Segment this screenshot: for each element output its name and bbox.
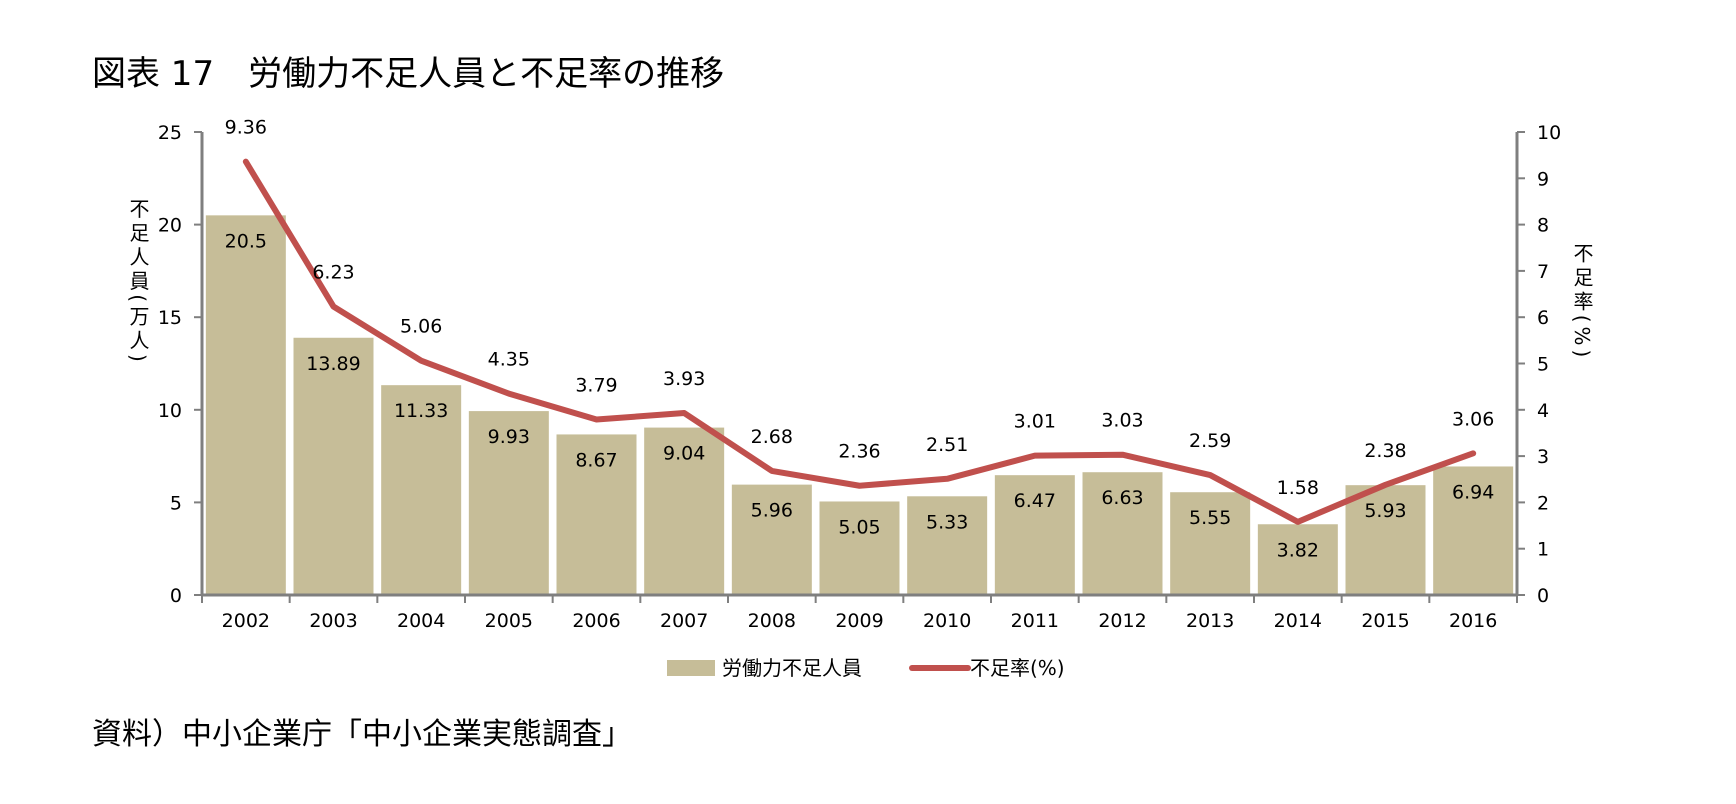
bar-value-label-2007: 9.04 — [663, 443, 705, 465]
left-tick-label-20: 20 — [158, 215, 182, 237]
bar-2008 — [731, 484, 812, 595]
right-tick-label-0: 0 — [1537, 585, 1549, 607]
legend-bar-label: 労働力不足人員 — [722, 656, 862, 680]
legend-line-label: 不足率(%) — [970, 656, 1065, 680]
bar-value-label-2006: 8.67 — [575, 449, 617, 471]
rate-value-label-2013: 2.59 — [1189, 430, 1231, 452]
left-tick-label-10: 10 — [158, 400, 182, 422]
bar-value-label-2016: 6.94 — [1452, 481, 1494, 503]
bar-value-label-2004: 11.33 — [394, 400, 448, 422]
bar-2002 — [205, 215, 286, 595]
x-tick-label-2011: 2011 — [1011, 610, 1059, 632]
bar-value-label-2011: 6.47 — [1014, 490, 1056, 512]
right-tick-label-10: 10 — [1537, 122, 1561, 144]
bar-2011 — [994, 475, 1075, 595]
left-tick-label-15: 15 — [158, 307, 182, 329]
bar-2003 — [293, 337, 374, 595]
legend-bar-swatch — [667, 660, 715, 676]
bar-value-label-2014: 3.82 — [1277, 539, 1319, 561]
rate-value-label-2011: 3.01 — [1014, 411, 1056, 433]
rate-value-label-2009: 2.36 — [838, 441, 880, 463]
rate-value-label-2012: 3.03 — [1101, 410, 1143, 432]
x-tick-label-2016: 2016 — [1449, 610, 1497, 632]
x-tick-label-2014: 2014 — [1274, 610, 1322, 632]
bar-2006 — [556, 434, 637, 595]
x-tick-label-2008: 2008 — [748, 610, 796, 632]
right-tick-label-2: 2 — [1537, 492, 1549, 514]
figure-title: 図表 17 労働力不足人員と不足率の推移 — [92, 54, 725, 94]
left-tick-label-25: 25 — [158, 122, 182, 144]
rate-value-label-2002: 9.36 — [225, 117, 267, 139]
right-tick-label-1: 1 — [1537, 539, 1549, 561]
right-tick-label-4: 4 — [1537, 400, 1549, 422]
bar-value-label-2005: 9.93 — [488, 426, 530, 448]
bar-2012 — [1082, 472, 1163, 595]
x-tick-label-2010: 2010 — [923, 610, 971, 632]
x-tick-label-2003: 2003 — [309, 610, 357, 632]
x-tick-label-2004: 2004 — [397, 610, 445, 632]
rate-value-label-2003: 6.23 — [312, 262, 354, 284]
rate-value-label-2008: 2.68 — [751, 426, 793, 448]
bar-value-label-2009: 5.05 — [838, 516, 880, 538]
left-tick-label-0: 0 — [170, 585, 182, 607]
bar-2016 — [1433, 466, 1514, 595]
rate-value-label-2007: 3.93 — [663, 368, 705, 390]
bar-2009 — [819, 501, 900, 595]
right-tick-label-3: 3 — [1537, 446, 1549, 468]
x-tick-label-2015: 2015 — [1361, 610, 1409, 632]
bar-value-label-2012: 6.63 — [1101, 487, 1143, 509]
x-tick-label-2012: 2012 — [1098, 610, 1146, 632]
bar-value-label-2002: 20.5 — [225, 230, 267, 252]
rate-value-label-2006: 3.79 — [575, 375, 617, 397]
bar-2013 — [1170, 492, 1251, 595]
left-axis-title: 不足人員(万人) — [126, 198, 150, 366]
source-note: 資料）中小企業庁「中小企業実態調査」 — [92, 717, 632, 752]
rate-value-label-2010: 2.51 — [926, 434, 968, 456]
bar-2015 — [1345, 485, 1426, 595]
rate-value-label-2015: 2.38 — [1364, 440, 1406, 462]
right-tick-label-9: 9 — [1537, 168, 1549, 190]
bar-value-label-2003: 13.89 — [306, 353, 360, 375]
x-tick-label-2002: 2002 — [222, 610, 270, 632]
rate-line — [242, 158, 1477, 525]
rate-value-label-2016: 3.06 — [1452, 408, 1494, 430]
bar-value-label-2015: 5.93 — [1364, 500, 1406, 522]
rate-value-label-2004: 5.06 — [400, 316, 442, 338]
right-tick-label-6: 6 — [1537, 307, 1549, 329]
x-tick-label-2009: 2009 — [835, 610, 883, 632]
bar-2010 — [907, 496, 988, 595]
x-tick-label-2007: 2007 — [660, 610, 708, 632]
x-tick-label-2006: 2006 — [572, 610, 620, 632]
bar-2005 — [468, 411, 549, 595]
rate-value-label-2014: 1.58 — [1277, 477, 1319, 499]
rate-value-label-2005: 4.35 — [488, 349, 530, 371]
right-tick-label-8: 8 — [1537, 215, 1549, 237]
right-axis-title: 不足率(%) — [1570, 243, 1594, 362]
bar-value-label-2008: 5.96 — [751, 500, 793, 522]
x-tick-label-2013: 2013 — [1186, 610, 1234, 632]
bar-2004 — [381, 385, 462, 595]
bar-2014 — [1257, 524, 1338, 595]
right-tick-label-7: 7 — [1537, 261, 1549, 283]
left-tick-label-5: 5 — [170, 492, 182, 514]
bar-value-label-2013: 5.55 — [1189, 507, 1231, 529]
bar-value-label-2010: 5.33 — [926, 511, 968, 533]
x-tick-label-2005: 2005 — [485, 610, 533, 632]
right-tick-label-5: 5 — [1537, 354, 1549, 376]
bar-2007 — [644, 427, 725, 595]
